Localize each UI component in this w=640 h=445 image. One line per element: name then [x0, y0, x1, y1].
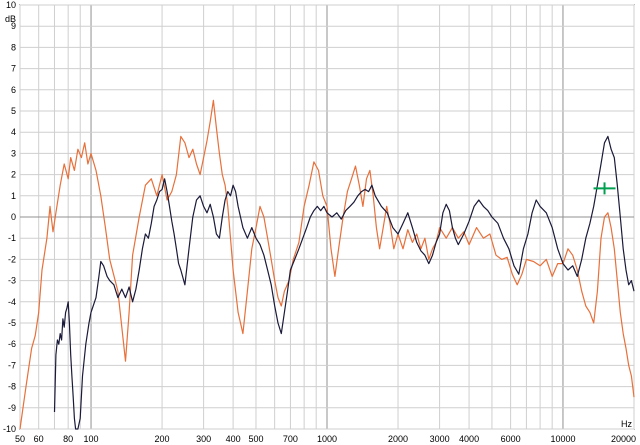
y-tick-label: 9 [11, 21, 16, 31]
x-tick-label: 100 [84, 434, 99, 444]
x-tick-label: 700 [283, 434, 298, 444]
y-tick-label: -8 [8, 382, 16, 392]
x-tick-label: 6000 [501, 434, 521, 444]
x-tick-label: 400 [226, 434, 241, 444]
y-tick-label: -1 [8, 233, 16, 243]
y-tick-label: -2 [8, 254, 16, 264]
x-tick-label: 500 [248, 434, 263, 444]
y-tick-label: -6 [8, 339, 16, 349]
x-tick-label: 50 [15, 434, 25, 444]
grid [19, 4, 635, 430]
y-tick-label: 0 [11, 212, 16, 222]
x-tick-label: 20000 [611, 434, 636, 444]
y-tick-label: 8 [11, 42, 16, 52]
y-tick-label: -9 [8, 403, 16, 413]
y-tick-label: 3 [11, 148, 16, 158]
y-tick-label: -7 [8, 360, 16, 370]
series-line-2 [53, 135, 635, 430]
x-axis-tick-labels: 50 60 80 100 200 300 400 500 700 1000 2000 3000 4000… [15, 434, 636, 444]
x-tick-label: 80 [63, 434, 73, 444]
y-tick-label: 5 [11, 106, 16, 116]
y-tick-label: 1 [11, 191, 16, 201]
curves [19, 99, 635, 430]
x-tick-label: 200 [155, 434, 170, 444]
y-tick-label: 7 [11, 64, 16, 74]
y-tick-label: -5 [8, 318, 16, 328]
x-tick-label: 3000 [430, 434, 450, 444]
y-tick-label: 2 [11, 170, 16, 180]
y-tick-label: -4 [8, 297, 16, 307]
y-tick-label: 4 [11, 127, 16, 137]
x-tick-label: 2000 [388, 434, 408, 444]
y-tick-label: -3 [8, 276, 16, 286]
x-tick-label: 1000 [317, 434, 337, 444]
y-tick-label: 10 [6, 0, 16, 10]
x-tick-label: 4000 [459, 434, 479, 444]
cursor-marker [593, 182, 616, 195]
y-tick-label: 6 [11, 85, 16, 95]
x-axis-unit-label: Hz [621, 419, 632, 429]
x-tick-label: 60 [34, 434, 44, 444]
x-tick-label: 300 [196, 434, 211, 444]
series-line-1 [19, 99, 635, 430]
x-tick-label: 10000 [550, 434, 575, 444]
y-axis-unit-label: dB [5, 14, 16, 24]
y-tick-label: -10 [3, 424, 16, 434]
